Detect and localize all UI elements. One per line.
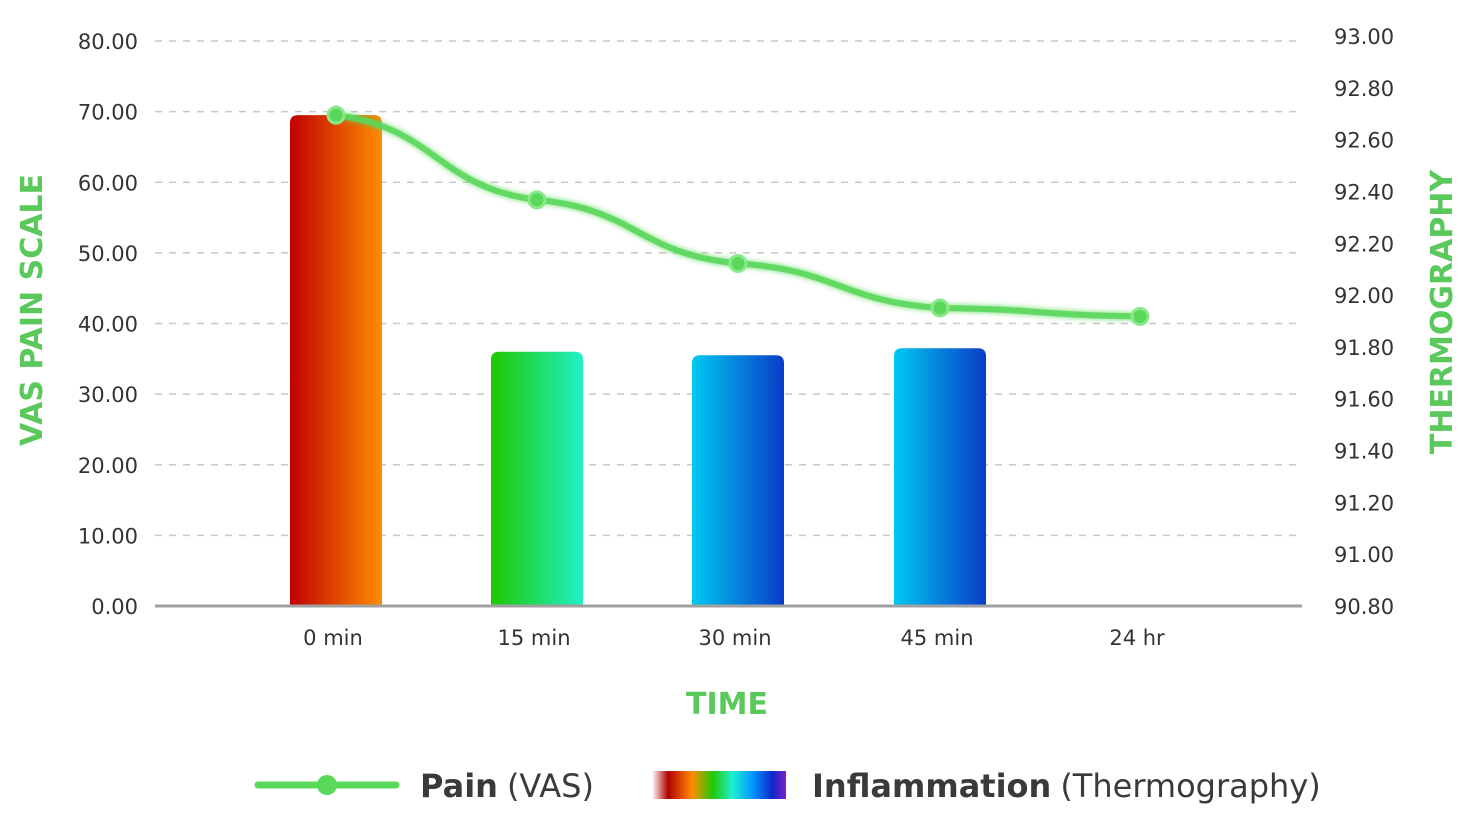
svg-text:Inflammation(Thermography): Inflammation (Thermography) (812, 767, 1321, 805)
line-series (326, 105, 1150, 326)
right-tick-label: 92.60 (1334, 129, 1394, 153)
bar-30-min (692, 355, 784, 606)
legend: Pain (VAS) Inflammation (Thermography) (254, 767, 1321, 805)
left-tick-label: 20.00 (78, 454, 138, 478)
right-tick-label: 92.20 (1334, 232, 1394, 256)
x-axis-title: TIME (686, 687, 768, 722)
pain-line (333, 112, 1143, 320)
bar-45-min (894, 348, 986, 606)
svg-text:Pain(VAS): Pain (VAS) (420, 767, 594, 805)
left-tick-label: 60.00 (78, 171, 138, 195)
legend-item-inflammation: Inflammation (Thermography) (652, 767, 1321, 805)
left-tick-label: 80.00 (78, 30, 138, 54)
right-axis-ticks: 90.80 91.00 91.20 91.40 91.60 91.80 92.00 92.20… (1334, 25, 1394, 619)
pain-point-24-hr (1130, 306, 1150, 326)
left-tick-label: 30.00 (78, 383, 138, 407)
right-tick-label: 91.80 (1334, 336, 1394, 360)
legend-gradient-swatch (652, 771, 786, 799)
left-tick-label: 50.00 (78, 242, 138, 266)
legend-inflammation-suffix: (Thermography) (1060, 767, 1320, 805)
pain-point-45-min (930, 298, 950, 318)
pain-point-30-min (728, 253, 748, 273)
x-tick-label: 30 min (699, 626, 772, 650)
right-tick-label: 92.80 (1334, 77, 1394, 101)
left-tick-label: 70.00 (78, 101, 138, 125)
pain-point-0-min (326, 105, 346, 125)
right-tick-label: 92.00 (1334, 284, 1394, 308)
right-tick-label: 93.00 (1334, 25, 1394, 49)
legend-item-pain: Pain (VAS) (254, 767, 594, 805)
x-axis-ticks: 0 min 15 min 30 min 45 min 24 hr (303, 626, 1165, 650)
x-tick-label: 15 min (498, 626, 571, 650)
right-tick-label: 90.80 (1334, 595, 1394, 619)
grid-lines (155, 40, 1302, 537)
y-axis-right-title: THERMOGRAPHY (1425, 169, 1460, 455)
legend-pain-suffix: (VAS) (507, 767, 594, 805)
bar-15-min (491, 351, 583, 606)
legend-pain-name: Pain (420, 767, 498, 805)
x-tick-label: 24 hr (1109, 626, 1165, 650)
left-axis-ticks: 0.00 10.00 20.00 30.00 40.00 50.00 60.00 70.00 8… (78, 30, 138, 619)
x-tick-label: 45 min (901, 626, 974, 650)
bar-0-min (290, 115, 382, 606)
legend-marker (317, 775, 337, 795)
right-tick-label: 91.60 (1334, 388, 1394, 412)
x-tick-label: 0 min (303, 626, 363, 650)
y-axis-left-title: VAS PAIN SCALE (15, 174, 50, 446)
right-tick-label: 91.00 (1334, 543, 1394, 567)
left-tick-label: 40.00 (78, 313, 138, 337)
bar-series (290, 115, 986, 606)
right-tick-label: 92.40 (1334, 180, 1394, 204)
right-tick-label: 91.20 (1334, 491, 1394, 515)
pain-point-15-min (527, 190, 547, 210)
left-tick-label: 10.00 (78, 524, 138, 548)
left-tick-label: 0.00 (91, 595, 138, 619)
right-tick-label: 91.40 (1334, 440, 1394, 464)
legend-inflammation-name: Inflammation (812, 767, 1051, 805)
